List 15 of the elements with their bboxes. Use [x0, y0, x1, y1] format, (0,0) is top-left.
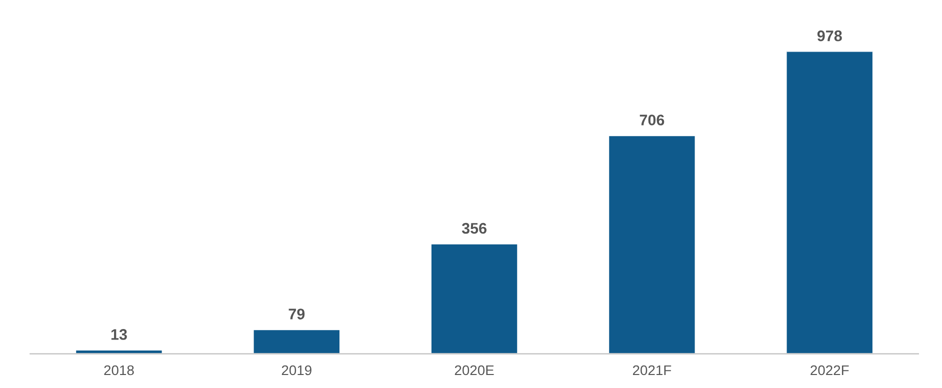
bar	[430, 243, 519, 354]
bar	[74, 349, 164, 354]
data-label: 978	[817, 30, 842, 42]
bar	[785, 51, 874, 354]
x-tick-label: 2021F	[632, 365, 672, 376]
x-tick-label: 2018	[104, 365, 134, 376]
bar	[252, 328, 341, 354]
data-label: 13	[111, 329, 127, 340]
data-label: 356	[462, 222, 486, 234]
bar	[608, 134, 696, 354]
data-label: 706	[640, 114, 664, 126]
x-tick-label: 2022F	[810, 365, 849, 376]
x-tick-label: 2019	[282, 365, 312, 376]
x-tick-label: 2020E	[454, 365, 494, 376]
data-label: 79	[288, 308, 305, 320]
